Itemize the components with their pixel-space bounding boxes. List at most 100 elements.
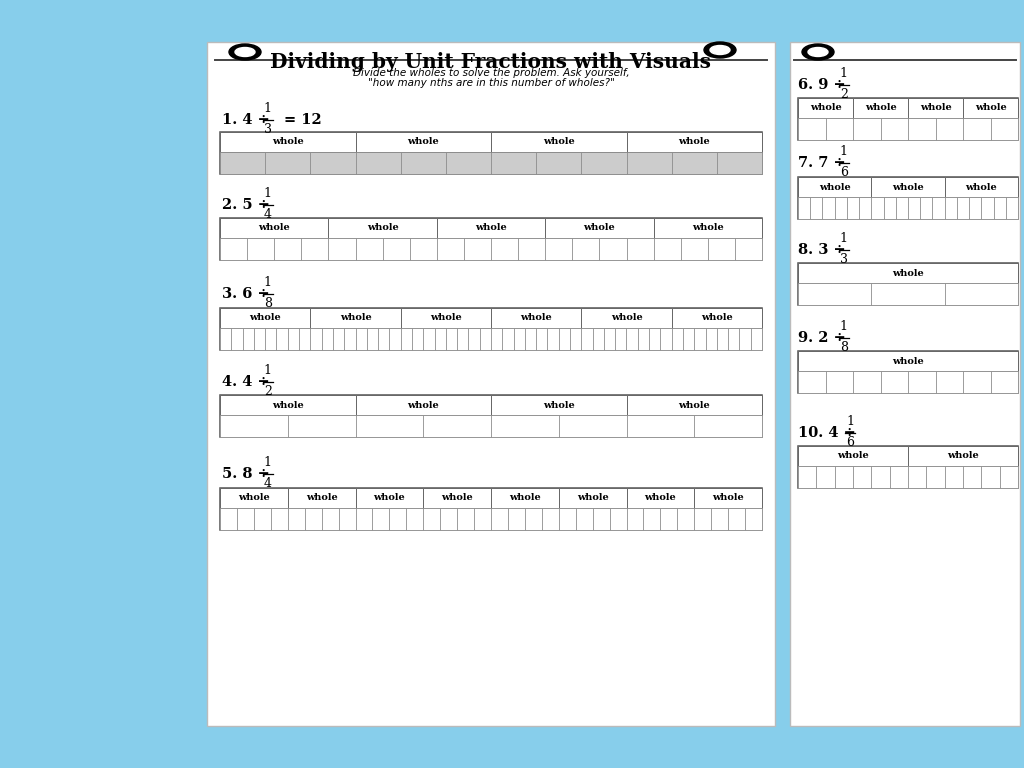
Bar <box>798 263 1018 283</box>
Bar <box>220 395 762 437</box>
Bar <box>999 466 1018 488</box>
Text: whole: whole <box>272 400 304 409</box>
Bar <box>798 263 1018 305</box>
Bar <box>859 197 871 219</box>
Bar <box>490 395 627 415</box>
Text: whole: whole <box>864 104 896 112</box>
Bar <box>220 238 247 260</box>
Text: whole: whole <box>543 400 574 409</box>
Bar <box>717 152 762 174</box>
Bar <box>423 415 490 437</box>
Bar <box>503 328 514 350</box>
Bar <box>270 508 288 530</box>
Bar <box>254 328 265 350</box>
Bar <box>933 197 945 219</box>
Text: Divide the wholes to solve the problem. Ask yourself,: Divide the wholes to solve the problem. … <box>352 68 630 78</box>
Text: whole: whole <box>892 356 924 366</box>
Bar <box>990 371 1018 393</box>
Bar <box>490 508 508 530</box>
Bar <box>310 328 322 350</box>
Text: whole: whole <box>408 137 439 147</box>
Bar <box>604 328 615 350</box>
Bar <box>728 508 745 530</box>
Bar <box>220 415 288 437</box>
Bar <box>254 508 270 530</box>
Text: 6: 6 <box>840 166 848 179</box>
Text: 1: 1 <box>840 232 848 245</box>
Bar <box>400 308 490 328</box>
Bar <box>355 395 490 415</box>
Text: whole: whole <box>920 104 951 112</box>
Bar <box>525 328 537 350</box>
Text: 4: 4 <box>264 477 271 490</box>
Bar <box>265 328 276 350</box>
Bar <box>220 218 329 238</box>
Text: whole: whole <box>306 494 338 502</box>
Text: whole: whole <box>475 223 507 233</box>
Bar <box>559 415 627 437</box>
Bar <box>237 508 254 530</box>
Bar <box>537 328 548 350</box>
Bar <box>798 118 825 140</box>
Bar <box>389 328 400 350</box>
Ellipse shape <box>234 48 255 57</box>
Bar <box>798 98 1018 140</box>
Bar <box>220 488 288 508</box>
Bar <box>660 508 677 530</box>
Text: 1: 1 <box>840 320 848 333</box>
Text: 1. 4 ÷: 1. 4 ÷ <box>222 113 269 127</box>
Bar <box>490 308 582 328</box>
Bar <box>672 308 762 328</box>
Bar <box>627 132 762 152</box>
Bar <box>969 197 981 219</box>
Bar <box>525 508 542 530</box>
Bar <box>694 415 762 437</box>
Bar <box>694 508 712 530</box>
Bar <box>683 328 694 350</box>
Bar <box>627 238 653 260</box>
Bar <box>220 132 355 152</box>
Bar <box>627 152 672 174</box>
Bar <box>400 152 445 174</box>
Text: 1: 1 <box>264 276 271 289</box>
Bar <box>445 328 457 350</box>
Text: 1: 1 <box>264 102 271 115</box>
Bar <box>310 152 355 174</box>
Text: 1: 1 <box>264 364 271 377</box>
Bar <box>593 328 604 350</box>
Bar <box>712 508 728 530</box>
Bar <box>825 371 853 393</box>
Text: 10. 4 ÷: 10. 4 ÷ <box>798 426 856 440</box>
Bar <box>220 308 762 350</box>
Bar <box>609 508 627 530</box>
Bar <box>373 508 389 530</box>
Bar <box>677 508 694 530</box>
Bar <box>490 152 537 174</box>
Text: whole: whole <box>966 183 997 191</box>
Bar <box>410 238 437 260</box>
Bar <box>383 238 410 260</box>
Bar <box>945 283 1018 305</box>
Bar <box>537 152 582 174</box>
Text: whole: whole <box>577 494 608 502</box>
Bar <box>638 328 649 350</box>
Bar <box>706 328 717 350</box>
Bar <box>735 238 762 260</box>
Bar <box>963 466 981 488</box>
Bar <box>559 328 570 350</box>
Bar <box>653 238 681 260</box>
Text: 4. 4 ÷: 4. 4 ÷ <box>222 375 269 389</box>
Bar <box>798 466 816 488</box>
Bar <box>355 328 367 350</box>
Bar <box>490 238 518 260</box>
Text: whole: whole <box>678 137 710 147</box>
Bar <box>400 328 412 350</box>
Text: whole: whole <box>520 313 552 323</box>
Text: whole: whole <box>441 494 473 502</box>
Bar <box>514 328 525 350</box>
Bar <box>479 328 490 350</box>
Text: 6: 6 <box>846 436 854 449</box>
Ellipse shape <box>802 44 834 60</box>
Bar <box>575 508 593 530</box>
Bar <box>871 466 890 488</box>
